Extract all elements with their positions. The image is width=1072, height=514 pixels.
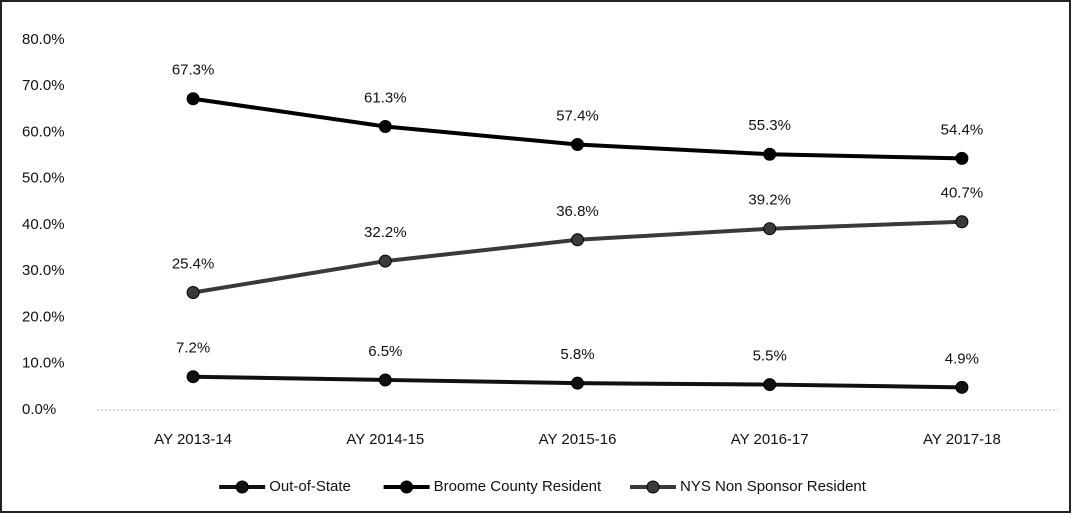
data-point: [186, 92, 200, 106]
y-tick-label: 20.0%: [22, 308, 65, 325]
data-label: 36.8%: [556, 203, 599, 220]
data-point: [186, 286, 200, 300]
data-point: [571, 376, 584, 390]
data-label: 54.4%: [941, 121, 984, 138]
x-tick-label: AY 2014-15: [346, 431, 424, 448]
legend-marker: [646, 480, 660, 494]
data-point: [955, 215, 969, 229]
legend-label: NYS Non Sponsor Resident: [680, 478, 867, 495]
y-tick-label: 40.0%: [22, 216, 65, 233]
data-point: [571, 138, 584, 152]
x-tick-label: AY 2017-18: [923, 431, 1001, 448]
data-label: 4.9%: [945, 350, 979, 367]
data-point: [571, 233, 584, 247]
x-tick-label: AY 2013-14: [154, 431, 232, 448]
data-label: 39.2%: [748, 192, 791, 209]
y-tick-label: 80.0%: [22, 31, 65, 48]
data-label: 57.4%: [556, 107, 599, 124]
y-tick-label: 0.0%: [22, 401, 56, 418]
data-label: 61.3%: [364, 89, 407, 106]
data-label: 5.5%: [753, 348, 787, 365]
y-tick-label: 60.0%: [22, 123, 65, 140]
y-tick-label: 50.0%: [22, 170, 65, 187]
data-point: [763, 147, 777, 161]
data-label: 67.3%: [172, 62, 215, 79]
data-label: 7.2%: [176, 340, 210, 357]
legend-marker: [400, 480, 414, 494]
legend-label: Broome County Resident: [434, 478, 602, 495]
data-label: 55.3%: [748, 117, 791, 134]
y-tick-label: 70.0%: [22, 77, 65, 94]
data-point: [955, 151, 969, 165]
data-label: 6.5%: [368, 343, 402, 360]
data-point: [378, 119, 392, 133]
data-point: [378, 254, 392, 268]
legend-label: Out-of-State: [269, 478, 351, 495]
data-point: [763, 222, 777, 236]
data-point: [186, 370, 200, 384]
data-label: 32.2%: [364, 224, 407, 241]
x-tick-label: AY 2016-17: [731, 431, 809, 448]
y-tick-label: 30.0%: [22, 262, 65, 279]
data-point: [763, 378, 777, 392]
data-point: [955, 380, 969, 394]
x-tick-label: AY 2015-16: [539, 431, 617, 448]
legend-marker: [235, 480, 249, 494]
data-point: [378, 373, 392, 387]
data-label: 5.8%: [560, 346, 594, 363]
y-tick-label: 10.0%: [22, 355, 65, 372]
data-label: 40.7%: [941, 185, 984, 202]
data-label: 25.4%: [172, 255, 215, 272]
